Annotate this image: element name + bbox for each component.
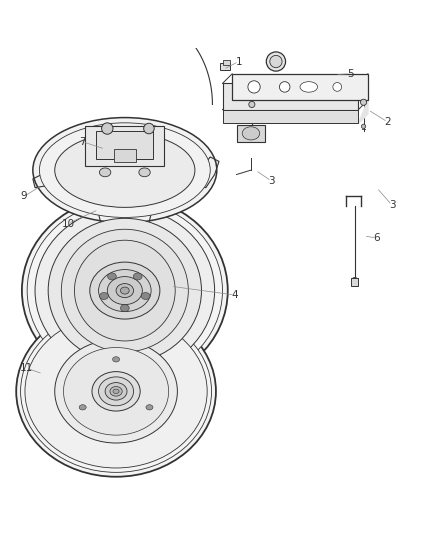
Ellipse shape [113, 357, 120, 362]
Ellipse shape [55, 340, 177, 443]
Text: 5: 5 [347, 69, 354, 79]
Ellipse shape [61, 229, 188, 352]
Ellipse shape [102, 123, 113, 134]
Ellipse shape [242, 127, 260, 140]
Polygon shape [96, 203, 153, 236]
Ellipse shape [64, 348, 169, 435]
Ellipse shape [248, 81, 260, 93]
Text: 6: 6 [373, 233, 380, 243]
Ellipse shape [279, 82, 290, 92]
Ellipse shape [361, 124, 366, 128]
Ellipse shape [35, 207, 215, 374]
Ellipse shape [116, 284, 134, 297]
Ellipse shape [333, 83, 342, 91]
Ellipse shape [139, 168, 150, 177]
Ellipse shape [99, 377, 134, 406]
Text: 2: 2 [384, 117, 391, 127]
Ellipse shape [16, 306, 216, 477]
Ellipse shape [39, 123, 210, 217]
Ellipse shape [99, 293, 108, 300]
Bar [223, 110, 358, 123]
Ellipse shape [120, 287, 129, 294]
Ellipse shape [79, 405, 86, 410]
Ellipse shape [300, 82, 318, 92]
Ellipse shape [113, 389, 119, 393]
Polygon shape [232, 100, 368, 124]
Ellipse shape [352, 278, 357, 282]
Text: 11: 11 [20, 363, 33, 373]
Ellipse shape [99, 270, 151, 312]
Ellipse shape [110, 386, 122, 396]
Ellipse shape [48, 219, 201, 363]
Bar [96, 131, 153, 159]
Ellipse shape [360, 99, 367, 106]
Ellipse shape [22, 197, 228, 385]
Ellipse shape [25, 314, 207, 468]
Ellipse shape [33, 118, 217, 223]
Ellipse shape [92, 372, 140, 411]
Ellipse shape [55, 133, 195, 207]
Ellipse shape [144, 123, 154, 134]
Bar [220, 63, 230, 70]
Text: 9: 9 [21, 191, 28, 201]
Bar [351, 278, 358, 286]
Ellipse shape [74, 240, 175, 341]
Ellipse shape [141, 293, 150, 300]
Ellipse shape [249, 101, 255, 108]
Polygon shape [33, 159, 61, 188]
Bar [223, 60, 230, 65]
Ellipse shape [270, 55, 282, 68]
Ellipse shape [99, 168, 111, 177]
Text: 10: 10 [61, 219, 74, 229]
Bar [114, 149, 136, 162]
Ellipse shape [120, 304, 129, 312]
Bar [232, 74, 368, 100]
Ellipse shape [21, 310, 212, 472]
Ellipse shape [27, 201, 223, 381]
Text: 3: 3 [389, 200, 396, 210]
Bar [223, 84, 358, 110]
Text: 3: 3 [268, 176, 275, 186]
Ellipse shape [108, 273, 117, 280]
Ellipse shape [107, 277, 142, 304]
Ellipse shape [90, 262, 160, 319]
Ellipse shape [105, 383, 127, 400]
Ellipse shape [146, 405, 153, 410]
Ellipse shape [266, 52, 286, 71]
Text: 1: 1 [235, 56, 242, 67]
Text: 7: 7 [79, 136, 86, 147]
Polygon shape [195, 157, 219, 188]
Bar [237, 125, 265, 142]
Ellipse shape [133, 273, 142, 280]
Bar [85, 126, 164, 166]
Text: 4: 4 [231, 290, 238, 300]
